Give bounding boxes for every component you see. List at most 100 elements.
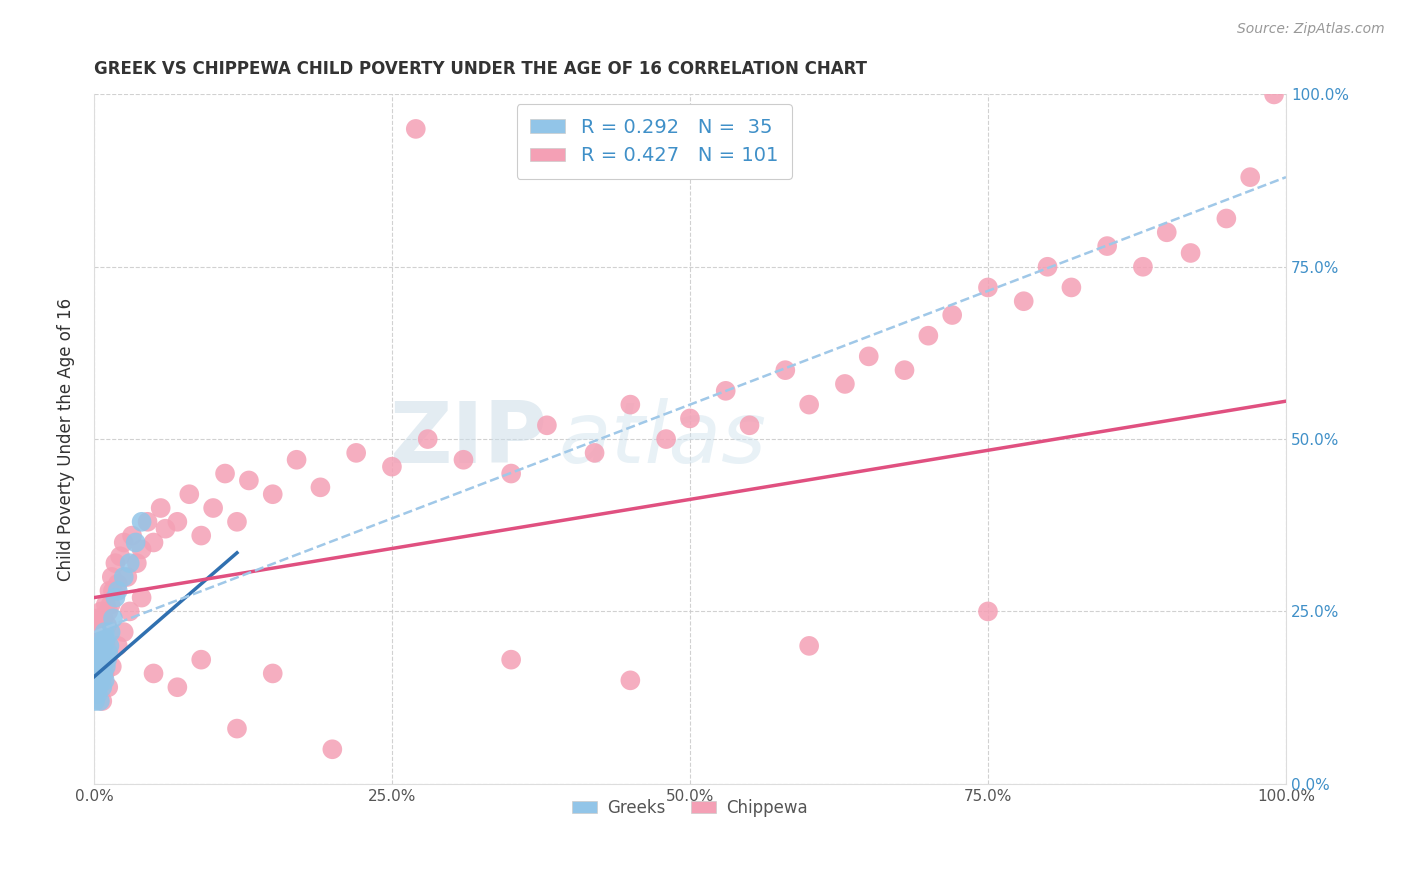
Point bbox=[190, 528, 212, 542]
Point bbox=[98, 639, 121, 653]
Point bbox=[262, 666, 284, 681]
Point bbox=[94, 598, 117, 612]
Point bbox=[117, 570, 139, 584]
Point bbox=[101, 611, 124, 625]
Point bbox=[501, 653, 523, 667]
Point bbox=[100, 625, 122, 640]
Point bbox=[1012, 294, 1035, 309]
Point bbox=[86, 611, 108, 625]
Point bbox=[86, 687, 108, 701]
Point bbox=[1180, 246, 1202, 260]
Point bbox=[101, 583, 124, 598]
Point bbox=[190, 653, 212, 667]
Point bbox=[112, 535, 135, 549]
Point bbox=[89, 673, 111, 688]
Point bbox=[583, 446, 606, 460]
Point bbox=[86, 659, 108, 673]
Point bbox=[834, 376, 856, 391]
Point bbox=[166, 515, 188, 529]
Point bbox=[97, 604, 120, 618]
Point bbox=[941, 308, 963, 322]
Point bbox=[321, 742, 343, 756]
Point bbox=[93, 611, 115, 625]
Point bbox=[1036, 260, 1059, 274]
Point bbox=[142, 666, 165, 681]
Point bbox=[142, 535, 165, 549]
Point bbox=[1060, 280, 1083, 294]
Point bbox=[104, 556, 127, 570]
Point bbox=[112, 625, 135, 640]
Point bbox=[619, 673, 641, 688]
Point bbox=[858, 350, 880, 364]
Point bbox=[309, 480, 332, 494]
Point bbox=[87, 639, 110, 653]
Point bbox=[226, 515, 249, 529]
Point bbox=[94, 659, 117, 673]
Point bbox=[416, 432, 439, 446]
Point bbox=[107, 577, 129, 591]
Point bbox=[84, 639, 107, 653]
Point bbox=[86, 625, 108, 640]
Text: Source: ZipAtlas.com: Source: ZipAtlas.com bbox=[1237, 22, 1385, 37]
Point bbox=[131, 515, 153, 529]
Point bbox=[344, 446, 367, 460]
Point bbox=[1095, 239, 1118, 253]
Point bbox=[91, 625, 114, 640]
Point bbox=[89, 618, 111, 632]
Point bbox=[405, 122, 427, 136]
Text: atlas: atlas bbox=[558, 398, 766, 481]
Text: GREEK VS CHIPPEWA CHILD POVERTY UNDER THE AGE OF 16 CORRELATION CHART: GREEK VS CHIPPEWA CHILD POVERTY UNDER TH… bbox=[94, 60, 868, 78]
Point bbox=[977, 604, 1000, 618]
Point bbox=[285, 452, 308, 467]
Point bbox=[679, 411, 702, 425]
Point bbox=[91, 694, 114, 708]
Point bbox=[90, 673, 112, 688]
Point bbox=[93, 659, 115, 673]
Point bbox=[536, 418, 558, 433]
Point bbox=[89, 639, 111, 653]
Point bbox=[100, 598, 122, 612]
Point bbox=[619, 398, 641, 412]
Point bbox=[107, 639, 129, 653]
Point bbox=[86, 673, 108, 688]
Point bbox=[104, 591, 127, 605]
Point bbox=[93, 673, 115, 688]
Point bbox=[214, 467, 236, 481]
Point bbox=[118, 556, 141, 570]
Point bbox=[238, 474, 260, 488]
Point bbox=[89, 653, 111, 667]
Point bbox=[714, 384, 737, 398]
Point bbox=[797, 398, 820, 412]
Point bbox=[262, 487, 284, 501]
Point bbox=[202, 501, 225, 516]
Point bbox=[87, 659, 110, 673]
Point bbox=[91, 646, 114, 660]
Point bbox=[226, 722, 249, 736]
Point bbox=[381, 459, 404, 474]
Point bbox=[96, 618, 118, 632]
Point bbox=[124, 535, 146, 549]
Point bbox=[86, 646, 108, 660]
Point bbox=[93, 666, 115, 681]
Point bbox=[91, 659, 114, 673]
Point bbox=[94, 632, 117, 646]
Point bbox=[1263, 87, 1285, 102]
Point bbox=[1132, 260, 1154, 274]
Point bbox=[84, 694, 107, 708]
Point bbox=[93, 639, 115, 653]
Point bbox=[112, 570, 135, 584]
Point bbox=[87, 632, 110, 646]
Point bbox=[90, 646, 112, 660]
Point bbox=[917, 328, 939, 343]
Point bbox=[131, 542, 153, 557]
Point bbox=[86, 646, 108, 660]
Point bbox=[121, 528, 143, 542]
Point bbox=[977, 280, 1000, 294]
Point bbox=[90, 639, 112, 653]
Point bbox=[93, 666, 115, 681]
Point bbox=[893, 363, 915, 377]
Point bbox=[108, 549, 131, 564]
Point bbox=[86, 680, 108, 694]
Point bbox=[738, 418, 761, 433]
Point bbox=[98, 583, 121, 598]
